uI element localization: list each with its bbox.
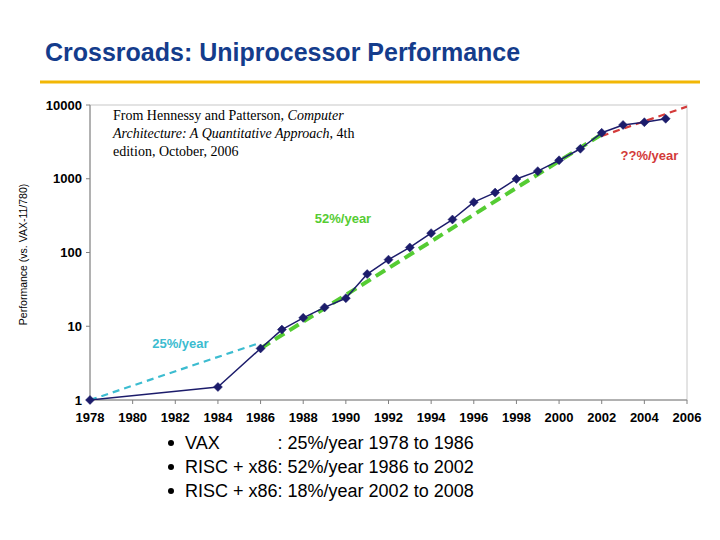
performance-line bbox=[90, 119, 666, 400]
x-tick bbox=[559, 400, 560, 404]
data-point bbox=[469, 198, 478, 207]
x-tick-label: 1998 bbox=[502, 410, 531, 425]
data-point bbox=[640, 118, 649, 127]
series-lines bbox=[90, 107, 687, 400]
y-tick-label: 10000 bbox=[46, 98, 82, 113]
bullet-cell bbox=[168, 431, 185, 455]
data-point bbox=[213, 383, 222, 392]
x-tick bbox=[175, 400, 176, 404]
bullet bbox=[168, 464, 174, 470]
x-tick bbox=[217, 400, 218, 404]
data-point bbox=[320, 303, 329, 312]
data-point bbox=[448, 215, 457, 224]
data-point bbox=[384, 255, 393, 264]
y-tick bbox=[86, 178, 90, 179]
data-point bbox=[256, 344, 265, 353]
trend-label: ??%/year bbox=[621, 148, 679, 163]
y-tick-label: 10 bbox=[68, 319, 82, 334]
x-tick bbox=[345, 400, 346, 404]
x-tick bbox=[516, 400, 517, 404]
bullet-cell bbox=[168, 479, 185, 503]
bullet-cell bbox=[168, 455, 185, 479]
trend-line bbox=[261, 134, 602, 348]
x-tick bbox=[687, 400, 688, 404]
x-tick-label: 2006 bbox=[673, 410, 702, 425]
data-point bbox=[555, 156, 564, 165]
data-point bbox=[341, 294, 350, 303]
x-tick-label: 1986 bbox=[246, 410, 275, 425]
y-axis-label: Performance (vs. VAX-11/780) bbox=[17, 184, 29, 325]
source-part: From Hennessy and Patterson, bbox=[113, 108, 288, 123]
y-tick-label: 1000 bbox=[53, 171, 82, 186]
data-point bbox=[491, 188, 500, 197]
data-point bbox=[661, 114, 670, 123]
note-text: : 18%/year 2002 to 2008 bbox=[278, 479, 474, 503]
x-tick bbox=[303, 400, 304, 404]
x-tick-label: 1980 bbox=[118, 410, 147, 425]
note-label: RISC + x86 bbox=[185, 479, 278, 503]
y-tick bbox=[86, 252, 90, 253]
x-tick-label: 1984 bbox=[203, 410, 233, 425]
data-point bbox=[576, 144, 585, 153]
notes: VAX: 25%/year 1978 to 1986RISC + x86: 52… bbox=[168, 431, 474, 503]
note-text: : 25%/year 1978 to 1986 bbox=[278, 431, 474, 455]
bullet bbox=[168, 488, 174, 494]
trend-label: 52%/year bbox=[315, 211, 371, 226]
data-point bbox=[619, 120, 628, 129]
data-point bbox=[405, 243, 414, 252]
y-tick bbox=[86, 326, 90, 327]
data-point bbox=[363, 270, 372, 279]
x-tick-label: 2004 bbox=[630, 410, 660, 425]
data-point bbox=[277, 325, 286, 334]
x-tick-label: 1996 bbox=[459, 410, 488, 425]
series-labels: ??%/year 52%/year 25%/year bbox=[152, 148, 678, 351]
x-tick-label: 2000 bbox=[545, 410, 574, 425]
source-citation: From Hennessy and Patterson, Computer Ar… bbox=[113, 107, 371, 161]
x-tick bbox=[644, 400, 645, 404]
x-tick-label: 1990 bbox=[331, 410, 360, 425]
x-tick-label: 1992 bbox=[374, 410, 403, 425]
x-tick-label: 1978 bbox=[76, 410, 105, 425]
trend-label: 25%/year bbox=[152, 336, 208, 351]
bullet bbox=[168, 440, 174, 446]
plot-frame bbox=[90, 105, 687, 400]
data-point bbox=[299, 313, 308, 322]
x-tick bbox=[601, 400, 602, 404]
note-text: : 52%/year 1986 to 2002 bbox=[278, 455, 474, 479]
slide: {"chart_data": { "type": "line", "title"… bbox=[0, 0, 720, 540]
data-point bbox=[512, 174, 521, 183]
y-tick-label: 1 bbox=[75, 393, 82, 408]
x-tick bbox=[260, 400, 261, 404]
data-point bbox=[597, 128, 606, 137]
trend-line bbox=[602, 107, 687, 136]
x-tick-label: 2002 bbox=[587, 410, 616, 425]
slide-title: Crossroads: Uniprocessor Performance bbox=[45, 38, 520, 67]
data-point bbox=[533, 167, 542, 176]
y-tick bbox=[86, 105, 90, 106]
x-tick-label: 1982 bbox=[161, 410, 190, 425]
x-tick bbox=[431, 400, 432, 404]
x-tick-label: 1994 bbox=[417, 410, 447, 425]
series-markers bbox=[86, 114, 671, 404]
title-rule bbox=[40, 81, 700, 84]
note-label: RISC + x86 bbox=[185, 455, 278, 479]
x-tick-label: 1988 bbox=[289, 410, 318, 425]
x-tick bbox=[132, 400, 133, 404]
y-tick-label: 100 bbox=[60, 245, 82, 260]
data-point bbox=[86, 396, 95, 405]
data-point bbox=[427, 229, 436, 238]
x-tick bbox=[388, 400, 389, 404]
x-tick bbox=[473, 400, 474, 404]
note-label: VAX bbox=[185, 431, 278, 455]
